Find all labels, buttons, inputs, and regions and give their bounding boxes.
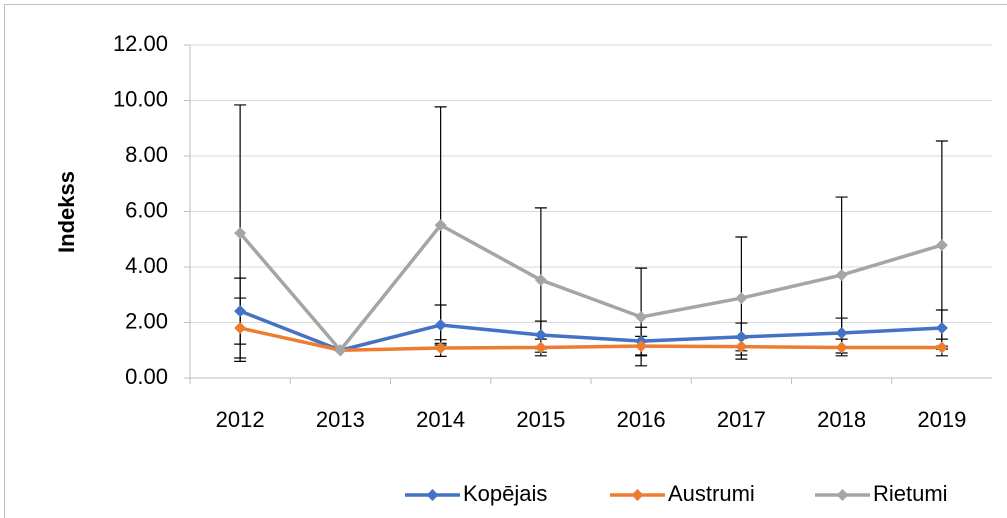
marker (534, 341, 547, 354)
y-tick-label: 0.00 (125, 364, 168, 389)
marker (635, 310, 648, 323)
x-tick-label: 2012 (216, 407, 265, 432)
y-tick-label: 8.00 (125, 142, 168, 167)
series-line (239, 309, 942, 353)
marker (735, 330, 748, 343)
x-tick-label: 2016 (617, 407, 666, 432)
x-tick-label: 2017 (717, 407, 766, 432)
marker (434, 219, 447, 232)
legend-marker (631, 489, 644, 501)
marker (234, 322, 247, 335)
x-tick-label: 2018 (817, 407, 866, 432)
marker (534, 328, 547, 341)
marker (334, 344, 347, 357)
y-tick-label: 12.00 (113, 31, 168, 56)
y-tick-label: 4.00 (125, 253, 168, 278)
x-tick-label: 2013 (316, 407, 365, 432)
marker (935, 341, 948, 354)
y-axis-label: Indekss (54, 171, 79, 253)
marker (935, 322, 948, 335)
marker (234, 227, 247, 240)
legend-label: Austrumi (668, 481, 755, 506)
x-tick-label: 2015 (516, 407, 565, 432)
legend-marker (426, 489, 439, 501)
legend-label: Kopējais (463, 481, 547, 506)
marker (735, 340, 748, 353)
marker (835, 341, 848, 354)
marker (434, 318, 447, 331)
marker (935, 239, 948, 252)
y-tick-label: 6.00 (125, 197, 168, 222)
series-line (239, 326, 942, 353)
y-tick-label: 10.00 (113, 86, 168, 111)
legend-marker (836, 489, 849, 501)
legend-label: Rietumi (873, 481, 948, 506)
marker (434, 342, 447, 355)
marker (635, 340, 648, 353)
x-tick-label: 2019 (917, 407, 966, 432)
marker (835, 327, 848, 340)
series-line (238, 222, 943, 353)
y-tick-label: 2.00 (125, 308, 168, 333)
marker (234, 305, 247, 318)
marker (735, 292, 748, 305)
x-tick-label: 2014 (416, 407, 465, 432)
chart-frame (4, 4, 1007, 518)
marker (835, 269, 848, 282)
marker (534, 274, 547, 287)
